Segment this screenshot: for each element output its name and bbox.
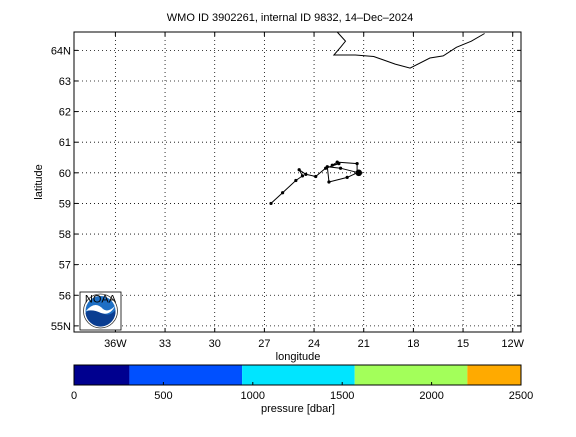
- colorbar-segment: [74, 365, 130, 385]
- profile-point: [281, 191, 285, 195]
- y-tick-label: 59: [59, 198, 71, 210]
- colorbar-tick-label: 1000: [241, 390, 265, 402]
- figure-title: WMO ID 3902261, internal ID 9832, 14–Dec…: [167, 12, 413, 24]
- y-tick-label: 64N: [51, 45, 71, 57]
- profile-point: [297, 168, 301, 172]
- colorbar-segments: [74, 365, 521, 385]
- colorbar-segment: [242, 365, 355, 385]
- profile-point: [325, 165, 329, 169]
- map-axes: 36W 33 30 27 24 21 18 15 12W 55N 56 57 58 59 60 61 62 63…: [33, 31, 525, 363]
- colorbar-tick-label: 500: [154, 390, 172, 402]
- x-tick-label: 18: [407, 338, 419, 350]
- profile-point: [335, 160, 339, 164]
- x-tick-label: 12W: [501, 338, 524, 350]
- x-tick-label: 33: [159, 338, 171, 350]
- last-position-marker: [355, 169, 363, 177]
- profile-point: [345, 175, 349, 180]
- y-tick-label: 60: [59, 168, 71, 180]
- noaa-logo-text: NOAA: [85, 294, 117, 306]
- colorbar-label: pressure [dbar]: [261, 403, 335, 415]
- map-frame: [73, 31, 522, 333]
- map-plot-area: [74, 32, 521, 332]
- colorbar-segment: [129, 365, 243, 385]
- profile-point: [314, 174, 318, 179]
- y-tick-label: 55N: [51, 321, 71, 333]
- profile-point: [327, 180, 331, 184]
- x-tick-label: 21: [358, 338, 370, 350]
- colorbar-tick-label: 0: [71, 390, 77, 402]
- profile-point: [300, 174, 305, 178]
- y-tick-label: 57: [59, 260, 71, 272]
- colorbar-frame: [73, 364, 522, 386]
- x-tick-label: 24: [308, 338, 320, 350]
- colorbar-ticks: 0 500 1000 1500 2000 2500: [71, 382, 533, 402]
- colorbar-tick-label: 2000: [419, 390, 443, 402]
- y-tick-label: 61: [59, 137, 71, 149]
- y-tick-label: 58: [59, 229, 71, 241]
- pressure-colorbar: 0 500 1000 1500 2000 2500 pressure [dbar]: [71, 364, 533, 415]
- y-tick-label: 62: [59, 107, 71, 119]
- x-axis-label: longitude: [276, 351, 321, 363]
- colorbar-segment: [467, 365, 521, 385]
- y-axis-label: latitude: [33, 164, 45, 199]
- profile-point: [304, 172, 308, 176]
- profile-point: [294, 178, 298, 183]
- x-tick-label: 27: [258, 338, 270, 350]
- colorbar-tick-label: 1500: [330, 390, 354, 402]
- profile-point: [355, 162, 359, 166]
- colorbar-segment: [354, 365, 468, 385]
- x-tick-label: 36W: [104, 338, 127, 350]
- colorbar-tick-label: 2500: [509, 390, 533, 402]
- latitude-ticks: 55N 56 57 58 59 60 61 62 63 64N: [51, 45, 521, 333]
- x-tick-label: 30: [209, 338, 221, 350]
- map-grid: [74, 32, 521, 332]
- coastline-path: [332, 31, 485, 69]
- float-positions: [269, 160, 363, 206]
- y-tick-label: 63: [59, 76, 71, 88]
- profile-point: [269, 201, 273, 206]
- y-tick-label: 56: [59, 290, 71, 302]
- noaa-logo: NOAA: [79, 291, 122, 331]
- profile-point: [330, 163, 334, 167]
- profile-point: [338, 166, 343, 170]
- x-tick-label: 15: [457, 338, 469, 350]
